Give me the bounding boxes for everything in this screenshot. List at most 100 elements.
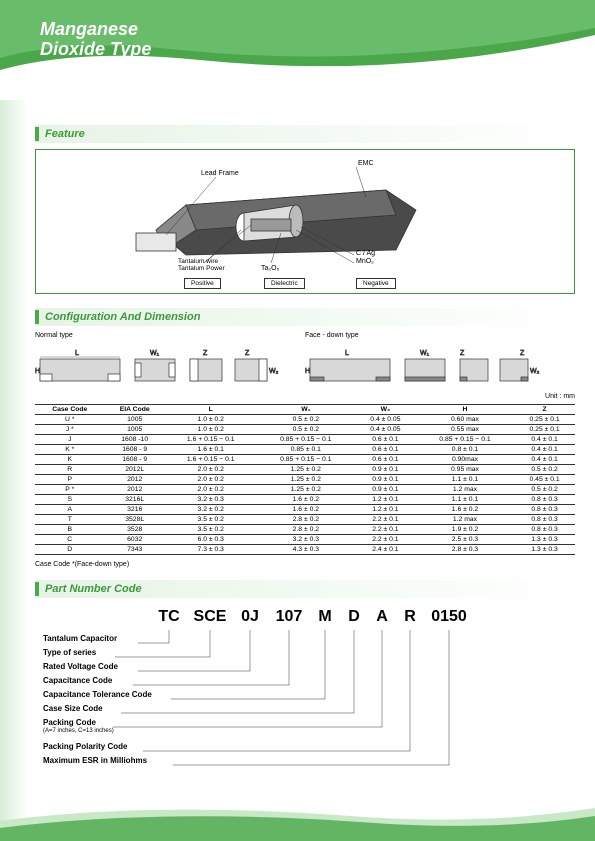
code-segment: R (396, 608, 424, 626)
table-row: P *20122.0 ± 0.21.25 ± 0.20.9 ± 0.11.2 m… (35, 485, 575, 495)
table-cell: K * (35, 445, 105, 455)
code-segment: 107 (268, 608, 310, 626)
table-cell: 1608 - 9 (105, 455, 165, 465)
table-cell: 0.85 + 0.15 − 0.1 (416, 435, 514, 445)
table-cell: 0.9 ± 0.1 (355, 475, 416, 485)
table-cell: 2.2 ± 0.1 (355, 515, 416, 525)
table-row: U *10051.0 ± 0.20.5 ± 0.20.4 ± 0.050.60 … (35, 415, 575, 425)
svg-text:Z: Z (245, 350, 250, 357)
terminal-dielectric: Dielectric (264, 278, 305, 289)
table-header: H (416, 405, 514, 415)
config-diagrams: Normal type L H W₁ (35, 332, 575, 389)
table-cell: 0.4 ± 0.05 (355, 425, 416, 435)
table-cell: 6032 (105, 535, 165, 545)
table-cell: 0.85 + 0.15 − 0.1 (257, 455, 355, 465)
table-cell: 1.2 max (416, 485, 514, 495)
dimension-table: Case CodeEIA CodeLW₁W₂HZ U *10051.0 ± 0.… (35, 404, 575, 555)
table-cell: 1.0 ± 0.2 (165, 415, 257, 425)
code-segment: M (310, 608, 340, 626)
table-cell: 2012L (105, 465, 165, 475)
table-row: J *10051.0 ± 0.20.5 ± 0.20.4 ± 0.050.55 … (35, 425, 575, 435)
table-cell: J * (35, 425, 105, 435)
table-cell: 0.6 ± 0.1 (355, 445, 416, 455)
table-cell: 2.8 ± 0.2 (257, 515, 355, 525)
table-cell: 1.25 ± 0.2 (257, 475, 355, 485)
table-cell: 0.25 ± 0.1 (514, 425, 575, 435)
table-cell: 1.6 ± 0.2 (257, 495, 355, 505)
table-header: Case Code (35, 405, 105, 415)
table-cell: 7343 (105, 545, 165, 555)
table-cell: 1608 - 9 (105, 445, 165, 455)
table-cell: 0.8 ± 0.3 (514, 515, 575, 525)
svg-text:Z: Z (460, 350, 465, 357)
section-title-config: Configuration And Dimension (45, 311, 200, 323)
table-cell: P * (35, 485, 105, 495)
feature-diagram-box: Lead Frame EMC Tantalum wire Tantalum Po… (35, 149, 575, 294)
code-segment: SCE (188, 608, 232, 626)
label-tantalumwire: Tantalum wire (178, 258, 218, 265)
table-cell: 7.3 ± 0.3 (165, 545, 257, 555)
table-cell: 1005 (105, 415, 165, 425)
table-cell: 3216L (105, 495, 165, 505)
label-mno2: MnO₂ (356, 258, 374, 265)
facedown-type-diagram: L H W₁ Z Z W₂ (305, 341, 565, 389)
table-cell: 0.45 ± 0.1 (514, 475, 575, 485)
code-segment: 0J (232, 608, 268, 626)
table-cell: 1.1 ± 0.1 (416, 475, 514, 485)
table-cell: 1.25 ± 0.2 (257, 485, 355, 495)
part-code-section: TCSCE0J107MDAR0150 Tantalum CapacitorTyp… (35, 608, 575, 785)
table-cell: 3528L (105, 515, 165, 525)
normal-type-label: Normal type (35, 332, 295, 339)
decode-area: Tantalum CapacitorType of seriesRated Vo… (35, 630, 575, 785)
section-header-config: Configuration And Dimension (35, 308, 575, 326)
table-cell: A (35, 505, 105, 515)
svg-text:Z: Z (520, 350, 525, 357)
code-segment: A (368, 608, 396, 626)
table-cell: 6.0 ± 0.3 (165, 535, 257, 545)
table-row: S3216L3.2 ± 0.31.6 ± 0.21.2 ± 0.11.1 ± 0… (35, 495, 575, 505)
table-cell: 0.8 ± 0.1 (416, 445, 514, 455)
main-content: Feature (35, 125, 575, 785)
table-cell: 0.85 ± 0.1 (257, 445, 355, 455)
section-title-partcode: Part Number Code (45, 583, 142, 595)
terminal-positive: Positive (184, 278, 221, 289)
table-cell: 1.2 ± 0.1 (355, 505, 416, 515)
table-cell: 1.3 ± 0.3 (514, 545, 575, 555)
table-cell: 2012 (105, 475, 165, 485)
table-cell: 0.8 ± 0.3 (514, 495, 575, 505)
table-cell: 0.85 + 0.15 − 0.1 (257, 435, 355, 445)
table-cell: 0.9 ± 0.1 (355, 465, 416, 475)
table-cell: 2012 (105, 485, 165, 495)
section-bar (35, 310, 39, 324)
table-cell: U * (35, 415, 105, 425)
terminal-negative: Negative (356, 278, 396, 289)
table-cell: D (35, 545, 105, 555)
table-cell: 0.4 ± 0.1 (514, 455, 575, 465)
table-cell: 1.6 ± 0.2 (257, 505, 355, 515)
table-row: P20122.0 ± 0.21.25 ± 0.20.9 ± 0.11.1 ± 0… (35, 475, 575, 485)
table-header: W₁ (257, 405, 355, 415)
table-cell: 0.8 ± 0.3 (514, 525, 575, 535)
label-ta2o5: Ta₂O₅ (261, 265, 280, 272)
title-line2: Dioxide Type (40, 40, 151, 60)
table-row: K1608 - 91.6 + 0.15 − 0.10.85 + 0.15 − 0… (35, 455, 575, 465)
table-cell: 0.5 ± 0.2 (514, 485, 575, 495)
table-cell: 1.2 max (416, 515, 514, 525)
section-title-feature: Feature (45, 128, 85, 140)
facedown-type-label: Face - down type (305, 332, 565, 339)
table-cell: 3.2 ± 0.3 (165, 495, 257, 505)
table-cell: 2.2 ± 0.1 (355, 525, 416, 535)
table-cell: 0.5 ± 0.2 (514, 465, 575, 475)
table-cell: 1.6 ± 0.2 (416, 505, 514, 515)
table-cell: S (35, 495, 105, 505)
table-cell: 0.90max (416, 455, 514, 465)
section-bar (35, 127, 39, 141)
svg-text:W₂: W₂ (530, 368, 540, 375)
table-cell: 2.2 ± 0.1 (355, 535, 416, 545)
code-segment: D (340, 608, 368, 626)
svg-text:W₁: W₁ (150, 350, 160, 357)
table-cell: 1.0 ± 0.2 (165, 425, 257, 435)
page-title: Manganese Dioxide Type (40, 20, 151, 60)
table-cell: P (35, 475, 105, 485)
table-row: A32163.2 ± 0.21.6 ± 0.21.2 ± 0.11.6 ± 0.… (35, 505, 575, 515)
